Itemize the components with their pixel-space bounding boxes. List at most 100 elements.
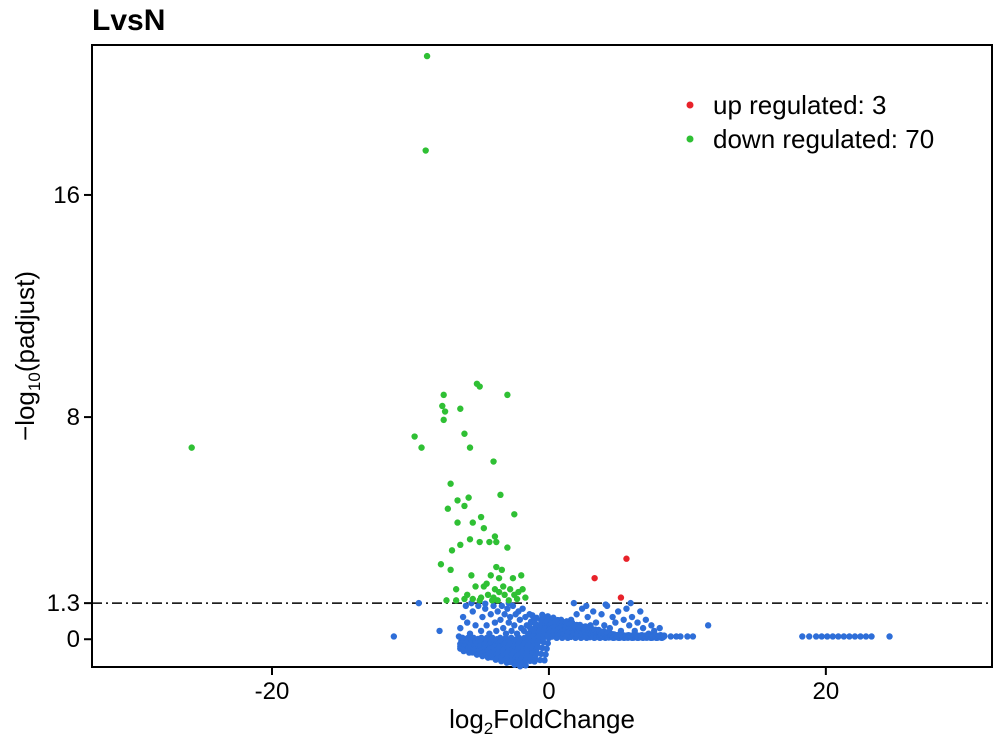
data-point [637, 608, 644, 615]
data-point-density [543, 645, 550, 652]
data-point [500, 583, 507, 590]
data-point [829, 633, 836, 640]
data-point [461, 430, 468, 437]
data-point [620, 616, 627, 623]
data-point [436, 627, 443, 635]
data-point [511, 511, 518, 518]
y-axis: 0 1.3 8 16 [47, 182, 92, 653]
data-point [472, 583, 479, 590]
data-point [491, 533, 499, 540]
y-tick-label: 0 [67, 626, 80, 653]
data-point [626, 622, 633, 629]
legend: up regulated: 3 down regulated: 70 [686, 90, 934, 154]
x-axis-label: log2FoldChange [449, 704, 635, 738]
data-point [519, 586, 526, 593]
data-point [482, 600, 489, 607]
data-point [477, 627, 485, 635]
data-point [835, 633, 842, 640]
data-point [518, 572, 525, 579]
y-tick-label: 16 [53, 182, 80, 209]
data-point [479, 613, 486, 621]
data-point [623, 555, 630, 562]
data-point [461, 502, 468, 510]
data-point [469, 608, 476, 615]
data-point-density [660, 632, 668, 639]
data-point [806, 633, 813, 640]
data-point [469, 595, 476, 603]
data-point [886, 633, 893, 640]
data-point [505, 597, 512, 604]
data-point [452, 597, 460, 604]
data-point [570, 599, 578, 607]
data-point [444, 505, 452, 512]
data-point [508, 627, 515, 635]
data-point [459, 613, 467, 621]
data-point [601, 622, 608, 629]
data-point [443, 597, 450, 604]
data-point [505, 619, 512, 626]
data-point [469, 519, 476, 526]
data-point [447, 566, 454, 574]
data-point [452, 586, 460, 593]
data-point [627, 599, 634, 607]
x-tick-label: 0 [542, 678, 555, 705]
data-point [504, 605, 511, 612]
data-point [411, 433, 418, 440]
data-point [497, 491, 504, 499]
data-point [612, 619, 619, 626]
data-point [584, 613, 591, 621]
data-point [851, 633, 859, 640]
data-point [462, 602, 470, 610]
data-point [480, 524, 488, 532]
data-point [494, 597, 501, 604]
data-point [465, 494, 472, 501]
data-point [684, 633, 691, 640]
data-point [677, 633, 684, 640]
data-points [188, 52, 893, 670]
data-point [617, 594, 625, 601]
data-point [457, 541, 464, 549]
data-point [447, 480, 454, 487]
data-point [440, 391, 447, 399]
data-point [475, 602, 482, 610]
legend-label: down regulated: 70 [713, 124, 934, 154]
data-point [639, 624, 647, 632]
data-point [493, 627, 500, 635]
data-point [667, 633, 674, 640]
data-point [487, 611, 494, 618]
data-point [476, 538, 483, 546]
data-point [493, 563, 500, 571]
chart-title: LvsN [92, 4, 165, 37]
x-tick-label: -20 [255, 678, 290, 705]
data-point [457, 405, 464, 412]
data-point [440, 416, 447, 424]
data-point [583, 602, 590, 610]
data-point [519, 605, 526, 612]
y-tick-label: 8 [67, 404, 80, 431]
data-point [862, 633, 870, 640]
legend-marker [686, 135, 694, 143]
data-point [511, 622, 518, 629]
data-point [476, 383, 483, 390]
data-point [573, 611, 580, 618]
data-point [490, 602, 497, 610]
data-point [824, 633, 831, 640]
data-point [480, 583, 488, 590]
data-point [437, 561, 445, 568]
data-point [846, 633, 853, 640]
data-point [497, 616, 504, 623]
data-point [495, 574, 503, 582]
data-point [812, 633, 820, 640]
data-point [500, 624, 507, 632]
x-tick-label: 20 [812, 678, 839, 705]
legend-marker [686, 101, 694, 109]
data-point-density [541, 657, 548, 664]
data-point-density [542, 651, 549, 658]
data-point [490, 458, 497, 465]
data-point [466, 444, 474, 451]
data-point [466, 536, 474, 543]
data-point [441, 408, 449, 415]
data-point [422, 147, 429, 154]
data-point [423, 52, 431, 60]
